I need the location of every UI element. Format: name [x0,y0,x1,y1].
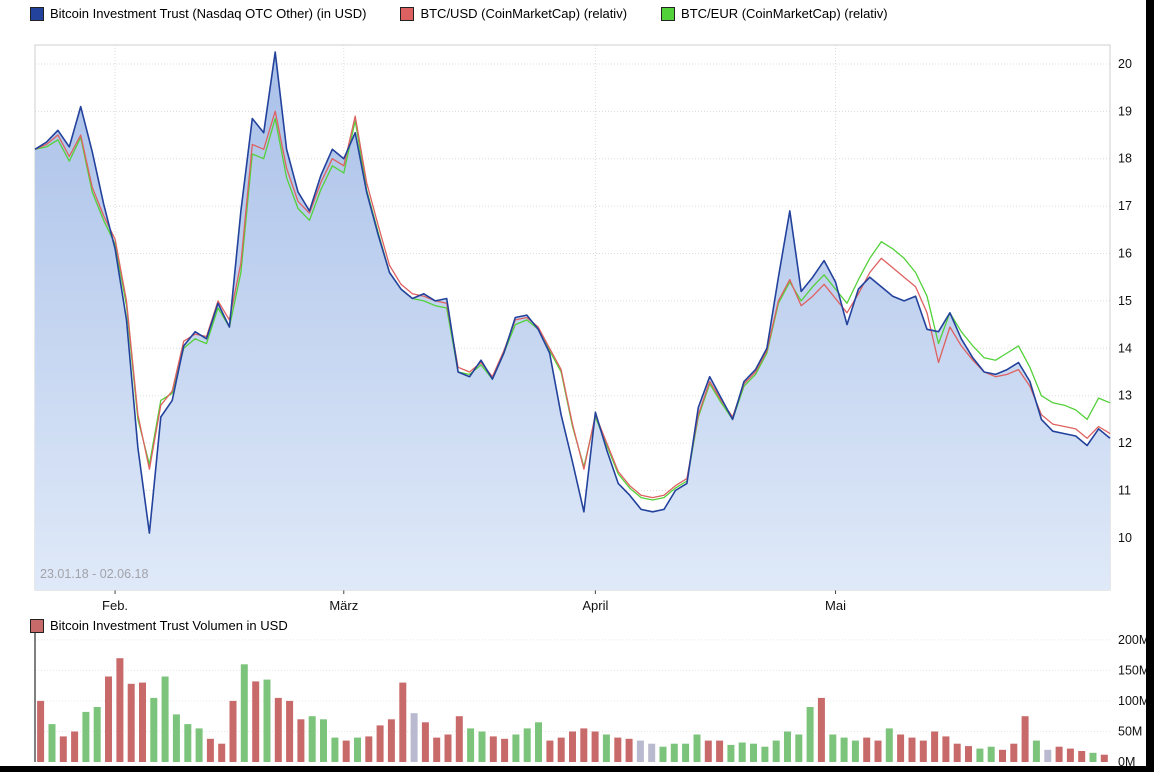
svg-text:14: 14 [1118,341,1132,355]
svg-text:13: 13 [1118,389,1132,403]
svg-text:23.01.18 - 02.06.18: 23.01.18 - 02.06.18 [40,567,148,581]
svg-text:18: 18 [1118,152,1132,166]
btc-usd-swatch-icon [400,6,415,21]
svg-text:April: April [582,598,608,613]
legend-label-volume: Bitcoin Investment Trust Volumen in USD [50,618,288,633]
svg-text:10: 10 [1118,531,1132,545]
svg-text:Feb.: Feb. [102,598,128,613]
legend-item-btc-usd[interactable]: BTC/USD (CoinMarketCap) (relativ) [400,6,627,21]
svg-text:200M: 200M [1118,633,1146,647]
legend-item-bitcoin-investment-trust[interactable]: Bitcoin Investment Trust (Nasdaq OTC Oth… [30,6,366,21]
svg-text:11: 11 [1118,483,1131,497]
svg-text:100M: 100M [1118,694,1146,708]
svg-text:19: 19 [1118,104,1132,118]
svg-text:16: 16 [1118,247,1132,261]
volume-swatch-icon [30,618,44,633]
svg-text:März: März [329,598,358,613]
volume-chart-legend: Bitcoin Investment Trust Volumen in USD [30,618,288,633]
svg-text:12: 12 [1118,436,1132,450]
btc-eur-swatch-icon [661,6,676,21]
svg-text:Mai: Mai [825,598,846,613]
legend-label-btc-usd: BTC/USD (CoinMarketCap) (relativ) [420,6,628,21]
svg-text:50M: 50M [1118,724,1142,738]
svg-text:17: 17 [1118,199,1132,213]
legend-item-btc-eur[interactable]: BTC/EUR (CoinMarketCap) (relativ) [661,6,888,21]
price-chart-canvas[interactable]: 10 11 12 13 14 15 16 17 18 19 20 Feb. März April Mai 23… [0,0,1146,615]
price-chart-legend: Bitcoin Investment Trust (Nasdaq OTC Oth… [30,6,888,21]
svg-text:20: 20 [1118,57,1132,71]
legend-label-bitcoin-investment-trust: Bitcoin Investment Trust (Nasdaq OTC Oth… [50,6,367,21]
bitcoin-investment-trust-swatch-icon [30,6,44,21]
legend-label-btc-eur: BTC/EUR (CoinMarketCap) (relativ) [681,6,888,21]
volume-chart-canvas[interactable]: 0M 50M 100M 150M 200M [0,615,1146,766]
svg-text:150M: 150M [1118,663,1146,677]
svg-text:0M: 0M [1118,755,1135,766]
legend-item-volume[interactable]: Bitcoin Investment Trust Volumen in USD [30,618,288,633]
svg-text:15: 15 [1118,294,1132,308]
